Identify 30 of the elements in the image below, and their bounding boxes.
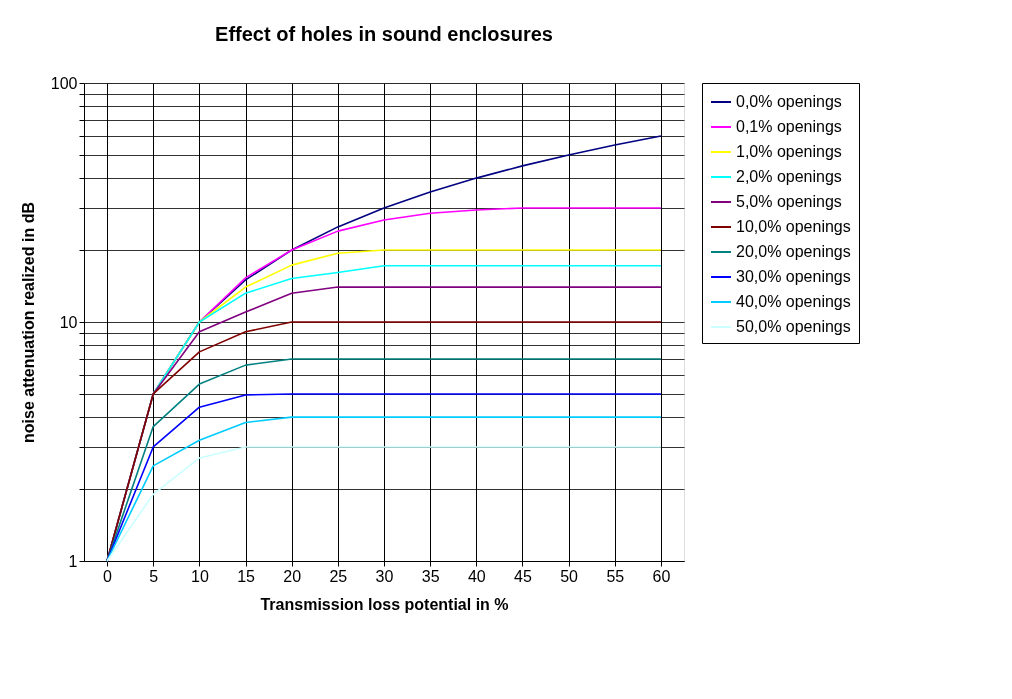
x-tick-label: 40 <box>467 567 486 585</box>
legend-label: 1,0% openings <box>736 143 842 160</box>
legend-label: 10,0% openings <box>736 218 851 235</box>
y-tick-label: 100 <box>50 74 78 92</box>
x-tick-label: 0 <box>103 567 113 585</box>
x-tick-label: 60 <box>652 567 671 585</box>
x-axis-title: Transmission loss potential in % <box>260 595 509 613</box>
chart-title: Effect of holes in sound enclosures <box>215 23 553 45</box>
legend-label: 40,0% openings <box>736 293 851 310</box>
legend-label: 0,0% openings <box>736 93 842 110</box>
legend-label: 2,0% openings <box>736 168 842 185</box>
line-series <box>106 446 662 562</box>
legend-label: 5,0% openings <box>736 193 842 210</box>
x-tick-label: 35 <box>421 567 440 585</box>
legend-label: 50,0% openings <box>736 318 851 335</box>
y-tick-label: 1 <box>68 552 78 570</box>
x-tick-label: 25 <box>329 567 348 585</box>
y-axis-title: noise attenuation realized in dB <box>19 202 37 443</box>
x-tick-label: 10 <box>190 567 209 585</box>
x-tick-label: 15 <box>237 567 256 585</box>
x-tick-label: 30 <box>375 567 394 585</box>
legend-label: 0,1% openings <box>736 118 842 135</box>
y-tick-label: 10 <box>59 313 78 331</box>
legend-label: 20,0% openings <box>736 243 851 260</box>
x-tick-label: 45 <box>514 567 532 585</box>
x-tick-label: 5 <box>149 567 159 585</box>
x-tick-label: 55 <box>606 567 625 585</box>
x-tick-label: 50 <box>560 567 579 585</box>
x-tick-label: 20 <box>283 567 302 585</box>
legend-label: 30,0% openings <box>736 268 851 285</box>
